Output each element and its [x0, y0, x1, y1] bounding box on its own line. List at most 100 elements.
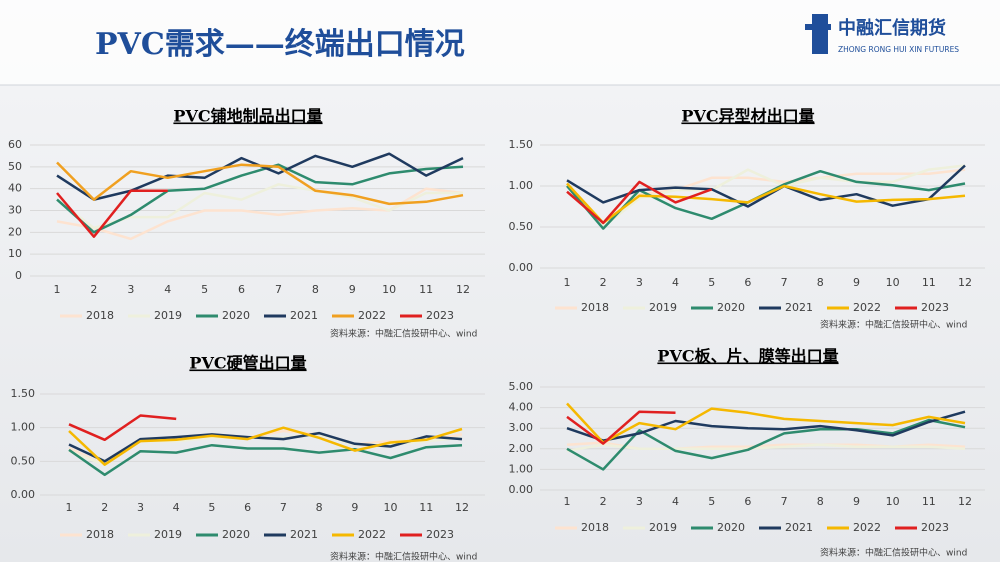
- x-tick-label: 2: [101, 501, 108, 514]
- x-tick-label: 8: [817, 495, 824, 508]
- y-tick-label: 5.00: [509, 380, 534, 393]
- x-tick-label: 3: [636, 495, 643, 508]
- x-tick-label: 12: [958, 276, 972, 289]
- y-tick-label: 10: [8, 247, 22, 260]
- x-tick-label: 7: [280, 501, 287, 514]
- series-line: [56, 189, 168, 238]
- series-line: [566, 182, 966, 225]
- legend-label: 2021: [785, 301, 813, 314]
- x-tick-label: 9: [351, 501, 358, 514]
- x-tick-label: 5: [208, 501, 215, 514]
- legend-label: 2021: [290, 309, 318, 322]
- x-tick-label: 1: [564, 276, 571, 289]
- x-tick-label: 12: [455, 501, 469, 514]
- y-tick-label: 4.00: [509, 401, 534, 414]
- legend-label: 2018: [581, 301, 609, 314]
- series-line: [566, 164, 966, 208]
- x-tick-label: 10: [382, 283, 396, 296]
- y-tick-label: 1.50: [11, 387, 36, 400]
- x-tick-label: 2: [600, 495, 607, 508]
- legend-label: 2021: [785, 521, 813, 534]
- legend-label: 2019: [154, 309, 182, 322]
- x-tick-label: 6: [244, 501, 251, 514]
- logo-name: 中融汇信期货: [838, 17, 946, 39]
- y-tick-label: 3.00: [509, 421, 534, 434]
- x-tick-label: 2: [600, 276, 607, 289]
- x-tick-label: 8: [312, 283, 319, 296]
- x-tick-label: 4: [164, 283, 171, 296]
- legend-label: 2023: [921, 301, 949, 314]
- y-tick-label: 1.50: [509, 138, 534, 151]
- chart-title: PVC铺地制品出口量: [173, 107, 322, 126]
- series-line: [56, 161, 464, 206]
- series-line: [566, 180, 713, 225]
- x-tick-label: 6: [744, 276, 751, 289]
- source-note: 资料来源：中融汇信投研中心、wind: [820, 319, 967, 331]
- x-tick-label: 12: [958, 495, 972, 508]
- x-tick-label: 3: [636, 276, 643, 289]
- series-line: [566, 164, 966, 229]
- chart-title: PVC硬管出口量: [189, 354, 306, 373]
- chart-title: PVC异型材出口量: [681, 107, 814, 126]
- series-line: [68, 443, 463, 477]
- x-tick-label: 2: [90, 283, 97, 296]
- legend-label: 2021: [290, 528, 318, 541]
- logo-mark: [812, 14, 828, 54]
- legend-label: 2018: [581, 521, 609, 534]
- x-tick-label: 8: [316, 501, 323, 514]
- x-tick-label: 1: [54, 283, 61, 296]
- legend-label: 2023: [426, 309, 454, 322]
- y-tick-label: 40: [8, 182, 22, 195]
- series-line: [56, 163, 464, 234]
- y-tick-label: 1.00: [509, 179, 534, 192]
- series-line: [566, 410, 676, 445]
- x-tick-label: 3: [127, 283, 134, 296]
- legend-label: 2023: [426, 528, 454, 541]
- source-note: 资料来源：中融汇信投研中心、wind: [820, 547, 967, 559]
- y-tick-label: 30: [8, 204, 22, 217]
- x-tick-label: 6: [238, 283, 245, 296]
- y-tick-label: 20: [8, 225, 22, 238]
- legend-label: 2018: [86, 528, 114, 541]
- x-tick-label: 7: [275, 283, 282, 296]
- source-note: 资料来源：中融汇信投研中心、wind: [330, 551, 477, 562]
- series-line: [566, 418, 966, 471]
- series-line: [566, 443, 966, 453]
- legend-label: 2022: [853, 301, 881, 314]
- legend-label: 2019: [649, 521, 677, 534]
- x-tick-label: 11: [419, 501, 433, 514]
- series-line: [68, 414, 177, 442]
- x-tick-label: 11: [922, 276, 936, 289]
- y-tick-label: 0.50: [509, 220, 534, 233]
- chart-title: PVC板、片、膜等出口量: [657, 347, 838, 366]
- x-tick-label: 10: [886, 276, 900, 289]
- y-tick-label: 1.00: [509, 462, 534, 475]
- legend-label: 2023: [921, 521, 949, 534]
- y-tick-label: 0.00: [509, 261, 534, 274]
- legend-label: 2019: [154, 528, 182, 541]
- logo-sub: ZHONG RONG HUI XIN FUTURES: [838, 45, 959, 54]
- legend-label: 2020: [222, 528, 250, 541]
- y-tick-label: 0.00: [509, 483, 534, 496]
- logo-mark-bar: [805, 24, 831, 30]
- y-tick-label: 1.00: [11, 421, 36, 434]
- x-tick-label: 7: [781, 276, 788, 289]
- x-tick-label: 11: [419, 283, 433, 296]
- legend-label: 2022: [853, 521, 881, 534]
- legend-label: 2020: [222, 309, 250, 322]
- y-tick-label: 0.50: [11, 454, 36, 467]
- x-tick-label: 4: [173, 501, 180, 514]
- x-tick-label: 12: [456, 283, 470, 296]
- x-tick-label: 10: [384, 501, 398, 514]
- y-tick-label: 60: [8, 138, 22, 151]
- legend-label: 2022: [358, 309, 386, 322]
- y-tick-label: 50: [8, 160, 22, 173]
- legend-label: 2020: [717, 301, 745, 314]
- x-tick-label: 7: [781, 495, 788, 508]
- header-band: [0, 0, 1000, 85]
- page-title: PVC需求——终端出口情况: [95, 27, 465, 62]
- x-tick-label: 1: [66, 501, 73, 514]
- source-note: 资料来源：中融汇信投研中心、wind: [330, 328, 477, 340]
